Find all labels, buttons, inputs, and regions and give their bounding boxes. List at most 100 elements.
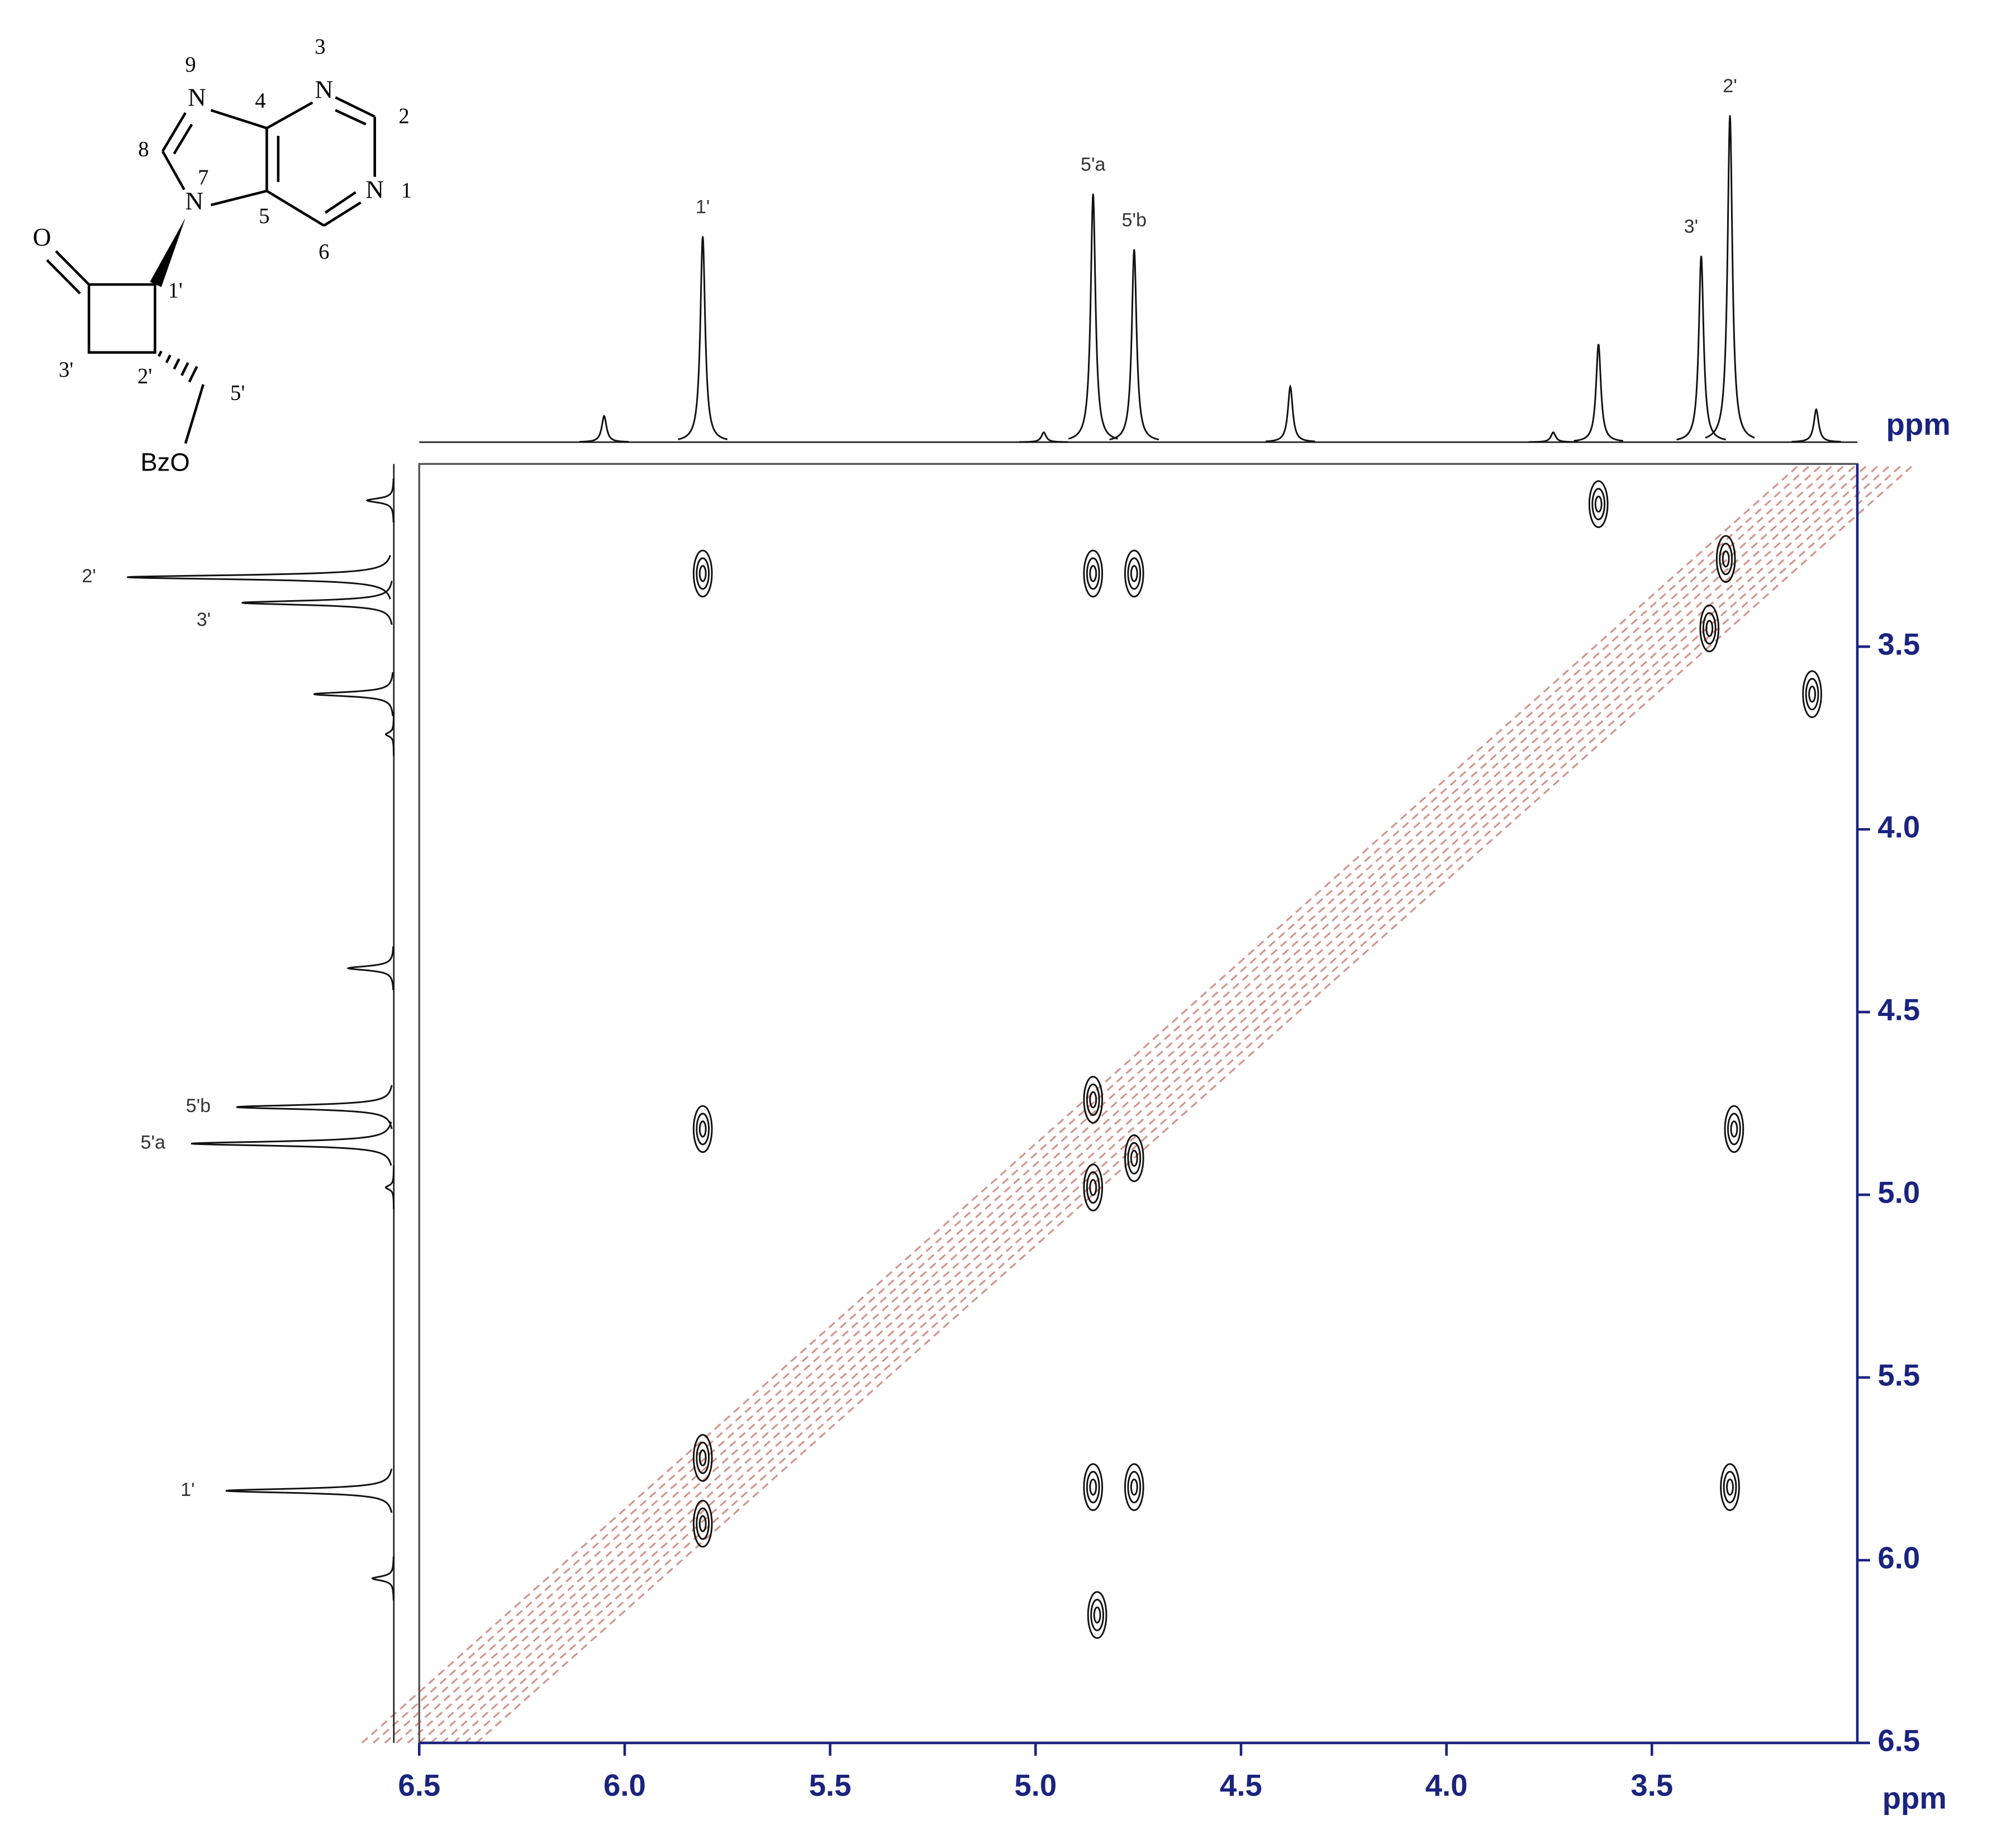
contour [1127, 1471, 1142, 1504]
top-peak-label: 5'a [1081, 154, 1106, 175]
cross-peak [1087, 1591, 1107, 1639]
left-projection-peak [384, 1165, 395, 1210]
cross-peak [1083, 1463, 1104, 1511]
top-projection-peak [1705, 115, 1755, 439]
x-tick-label: 4.5 [1220, 1768, 1262, 1803]
atom: BzO [140, 448, 189, 476]
cross-peak [1720, 1463, 1740, 1511]
bond [55, 250, 90, 286]
atom: N [315, 75, 333, 103]
atom-number: 9 [185, 53, 196, 77]
atom-number: 5 [259, 204, 269, 228]
y-axis-label: ppm [1886, 407, 1951, 441]
contour [692, 1499, 713, 1548]
top-projection-peak [1676, 255, 1726, 441]
cross-peak [1124, 549, 1144, 598]
bond [335, 109, 367, 126]
left-peak-label: 1' [180, 1479, 194, 1500]
contour [1130, 1478, 1138, 1496]
contour [1090, 1599, 1104, 1632]
contour [1089, 1478, 1097, 1496]
y-tick-label: 5.5 [1877, 1357, 1920, 1392]
diagonal-contour [361, 463, 1801, 1744]
bond [161, 112, 187, 152]
diagonal-contour [430, 463, 1870, 1744]
contour [696, 1441, 710, 1474]
left-projection-peak [241, 581, 393, 625]
atom-number: 4 [255, 88, 265, 112]
left-peak-label: 3' [197, 609, 211, 630]
left-projection-peak [384, 712, 395, 757]
diagonal-contour [464, 463, 1904, 1744]
contour [1808, 685, 1817, 703]
contour [1089, 1091, 1097, 1109]
contour [1723, 1471, 1737, 1504]
atom-number: 5' [230, 381, 245, 405]
contour [1124, 549, 1144, 598]
contour [1087, 1591, 1107, 1639]
bond [161, 150, 186, 191]
cross-peak [692, 1434, 713, 1482]
y-tick-label: 5.0 [1877, 1175, 1920, 1209]
top-projection-peak [1019, 431, 1069, 443]
cross-peak [1083, 1076, 1104, 1124]
contour [698, 1120, 707, 1138]
structure: N N N N O BzO 1 2 3 4 5 6 7 8 9 1' 2' 3'… [33, 35, 412, 476]
contour [1130, 1149, 1138, 1167]
top-projection-peak [1109, 249, 1159, 441]
left-peak-label: 5'a [141, 1132, 166, 1153]
atom: N [185, 187, 203, 215]
contour [1720, 1463, 1740, 1511]
cross-peak [692, 1499, 713, 1548]
top-projection-peak [1068, 193, 1118, 440]
contour [696, 1113, 710, 1146]
atom-number: 6 [318, 240, 329, 264]
contour [1083, 1163, 1104, 1212]
diagonal-contour [407, 463, 1847, 1744]
bond [210, 189, 268, 207]
cross-peak [1124, 1134, 1144, 1182]
contour [1719, 543, 1733, 576]
contour [1722, 550, 1730, 568]
atom-number: 1' [168, 278, 183, 302]
contour [1086, 1171, 1100, 1204]
contour [1699, 604, 1720, 653]
contour [1715, 535, 1736, 583]
y-tick-label: 4.5 [1877, 992, 1920, 1027]
x-tick-label: 6.5 [398, 1768, 440, 1803]
contour [1705, 620, 1714, 637]
x-tick-label: 4.0 [1425, 1768, 1468, 1803]
wedge-bond [150, 217, 186, 287]
top-projection-peak [678, 236, 728, 440]
contour [696, 1507, 710, 1540]
cross-peak [1124, 1463, 1144, 1511]
cross-peak [1724, 1105, 1744, 1153]
left-projection-peak [225, 1469, 393, 1513]
atom-number: 2 [398, 104, 409, 128]
atom-number: 2' [137, 364, 152, 388]
contour [1130, 565, 1138, 582]
diagonal-contour [419, 463, 1858, 1744]
contour [1086, 1471, 1100, 1504]
x-axis-label: ppm [1882, 1780, 1947, 1815]
cross-peak [1083, 1163, 1104, 1212]
left-peak-label: 2' [82, 566, 96, 587]
contour [1802, 670, 1822, 718]
contour [1086, 1084, 1100, 1117]
contour [1588, 480, 1609, 528]
contour [696, 557, 710, 590]
left-projection-peak [127, 555, 391, 600]
contour [1727, 1113, 1741, 1146]
contour [1089, 565, 1097, 582]
left-projection-peak [371, 1556, 394, 1600]
diagonal-contour [373, 463, 1813, 1744]
bond [323, 201, 362, 227]
top-peak-label: 2' [1723, 75, 1737, 97]
cross-peak [1802, 670, 1822, 718]
left-projection-peak [365, 478, 394, 522]
cross-peak [692, 1105, 713, 1153]
top-peak-label: 1' [696, 196, 710, 217]
contour [692, 549, 713, 598]
bond [173, 123, 193, 155]
